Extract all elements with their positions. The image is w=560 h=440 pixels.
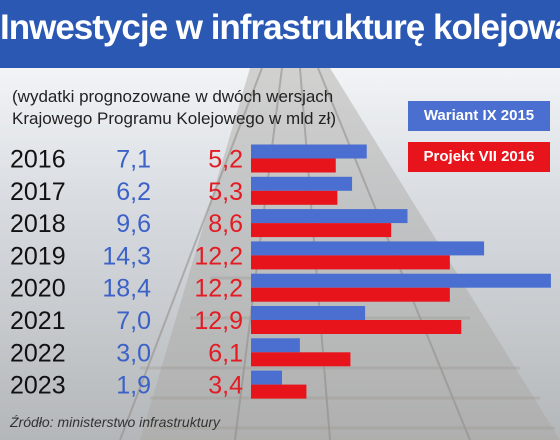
category-label-2021: 2021: [10, 307, 66, 335]
data-label-projekt-2017: 5,3: [208, 178, 243, 206]
category-label-2018: 2018: [10, 210, 66, 238]
data-label-projekt-2022: 6,1: [208, 339, 243, 367]
bar-wariant-2016: [251, 144, 367, 159]
chart-title: Inwestycje w infrastrukturę kolejową: [0, 8, 560, 47]
data-label-wariant-2019: 14,3: [102, 242, 151, 270]
bar-projekt-2018: [251, 223, 392, 238]
data-label-wariant-2018: 9,6: [116, 210, 151, 238]
legend-wariant-ix-2015: Wariant IX 2015: [408, 101, 550, 131]
bar-wariant-2019: [251, 241, 485, 256]
bar-projekt-2021: [251, 320, 462, 334]
category-label-2023: 2023: [10, 372, 66, 400]
data-label-projekt-2023: 3,4: [208, 372, 243, 400]
data-label-projekt-2016: 5,2: [208, 146, 243, 174]
bar-projekt-2022: [251, 352, 351, 367]
bar-projekt-2019: [251, 255, 450, 270]
bar-wariant-2023: [251, 370, 282, 385]
chart-subtitle: (wydatki prognozowane w dwóch wersjach K…: [12, 86, 392, 130]
data-label-projekt-2019: 12,2: [194, 242, 243, 270]
data-label-wariant-2016: 7,1: [116, 146, 151, 174]
category-label-2020: 2020: [10, 275, 66, 303]
legend-projekt-vii-2016: Projekt VII 2016: [408, 142, 550, 172]
bar-projekt-2020: [251, 287, 450, 302]
subtitle-line-2: Krajowego Programu Kolejowego w mld zł): [12, 109, 337, 128]
category-label-2016: 2016: [10, 146, 66, 174]
data-label-projekt-2020: 12,2: [194, 275, 243, 303]
data-label-wariant-2023: 1,9: [116, 372, 151, 400]
data-label-projekt-2018: 8,6: [208, 210, 243, 238]
bar-projekt-2017: [251, 190, 338, 205]
data-label-wariant-2022: 3,0: [116, 339, 151, 367]
category-label-2019: 2019: [10, 242, 66, 270]
data-label-wariant-2021: 7,0: [116, 307, 151, 335]
bar-projekt-2016: [251, 158, 336, 173]
bar-wariant-2020: [251, 273, 551, 288]
bar-wariant-2017: [251, 176, 353, 191]
bar-projekt-2023: [251, 384, 307, 399]
bar-wariant-2021: [251, 306, 366, 320]
bar-wariant-2018: [251, 209, 408, 224]
data-label-wariant-2020: 18,4: [102, 275, 151, 303]
source-note: Źródło: ministerstwo infrastruktury: [10, 414, 221, 430]
subtitle-line-1: (wydatki prognozowane w dwóch wersjach: [12, 87, 334, 106]
category-label-2022: 2022: [10, 339, 66, 367]
title-bar: Inwestycje w infrastrukturę kolejową: [0, 0, 560, 68]
category-label-2017: 2017: [10, 178, 66, 206]
data-label-projekt-2021: 12,9: [194, 307, 243, 335]
bar-wariant-2022: [251, 338, 300, 353]
data-label-wariant-2017: 6,2: [116, 178, 151, 206]
